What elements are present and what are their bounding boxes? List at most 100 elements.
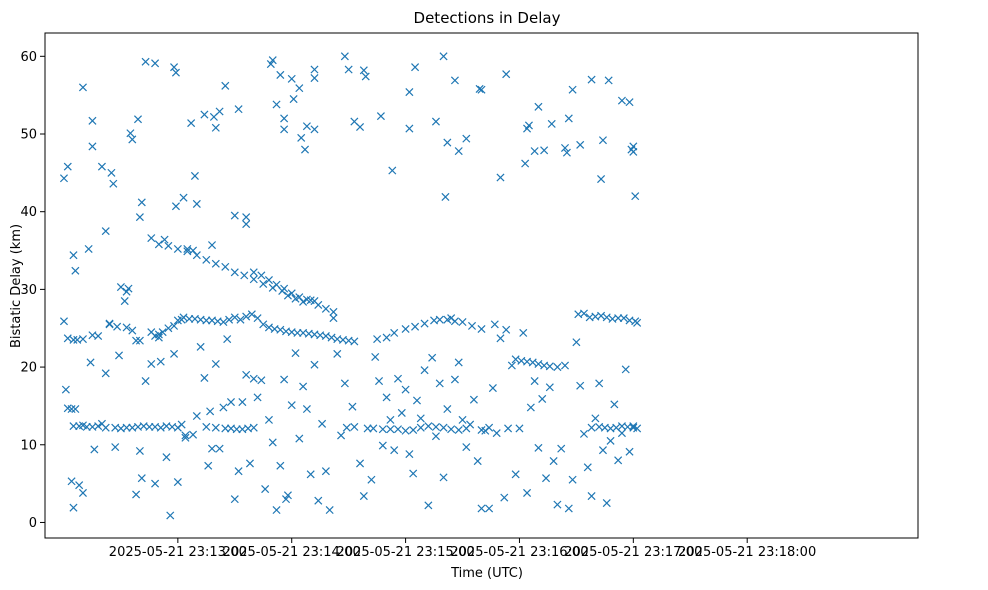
data-point-marker	[361, 72, 370, 81]
data-point-marker	[287, 289, 296, 298]
data-point-marker	[192, 251, 201, 260]
data-point-marker	[69, 503, 78, 512]
data-point-marker	[206, 407, 215, 416]
data-point-marker	[431, 422, 440, 431]
data-point-marker	[557, 444, 566, 453]
data-point-marker	[496, 334, 505, 343]
data-point-marker	[154, 240, 163, 249]
data-point-marker	[390, 328, 399, 337]
data-point-marker	[281, 495, 291, 504]
data-point-marker	[511, 470, 520, 479]
y-tick-label: 20	[20, 361, 37, 376]
data-point-marker	[63, 162, 72, 171]
data-point-marker	[122, 423, 131, 432]
data-point-marker	[617, 429, 626, 438]
data-point-marker	[363, 424, 372, 433]
data-point-marker	[306, 470, 315, 479]
data-point-marker	[359, 492, 368, 501]
data-point-marker	[321, 467, 330, 476]
data-point-marker	[67, 477, 76, 486]
data-point-marker	[287, 74, 296, 83]
data-point-marker	[179, 193, 188, 202]
data-point-marker	[299, 297, 308, 306]
data-point-marker	[614, 456, 623, 465]
data-point-marker	[342, 423, 351, 432]
data-point-marker	[412, 396, 421, 405]
data-point-marker	[450, 375, 459, 384]
data-point-marker	[617, 96, 626, 105]
data-point-marker	[59, 174, 69, 183]
data-point-marker	[382, 393, 391, 402]
data-point-marker	[411, 322, 420, 331]
data-point-marker	[202, 316, 211, 325]
data-point-marker	[378, 441, 387, 450]
data-point-marker	[183, 247, 192, 256]
data-point-marker	[221, 81, 230, 90]
data-point-marker	[530, 147, 539, 156]
data-point-marker	[156, 357, 165, 366]
data-point-marker	[604, 76, 613, 85]
data-point-marker	[435, 315, 444, 324]
data-point-marker	[207, 444, 217, 453]
data-point-marker	[264, 415, 273, 424]
data-point-marker	[190, 171, 199, 180]
data-point-marker	[196, 342, 205, 351]
x-tick-label: 2025-05-21 23:13:00	[109, 545, 247, 560]
data-point-marker	[504, 424, 513, 433]
data-point-marker	[94, 422, 103, 431]
data-point-marker	[534, 359, 543, 368]
data-point-marker	[597, 175, 606, 184]
data-point-marker	[597, 311, 606, 320]
data-point-marker	[283, 291, 292, 300]
data-point-marker	[401, 426, 410, 435]
data-point-marker	[171, 202, 180, 211]
data-point-marker	[215, 444, 224, 453]
data-point-marker	[405, 124, 414, 133]
data-point-marker	[564, 114, 573, 123]
data-point-marker	[619, 314, 628, 323]
data-point-marker	[268, 438, 277, 447]
data-point-marker	[568, 475, 577, 484]
data-point-marker	[187, 119, 196, 128]
data-point-marker	[614, 314, 623, 323]
data-point-marker	[124, 284, 133, 293]
data-point-marker	[302, 405, 311, 414]
data-point-marker	[192, 199, 201, 208]
data-point-marker	[625, 98, 634, 107]
data-point-marker	[545, 383, 554, 392]
data-point-marker	[631, 192, 640, 201]
data-point-marker	[568, 85, 577, 94]
data-point-marker	[264, 276, 273, 285]
data-point-marker	[553, 500, 562, 509]
data-point-marker	[259, 279, 268, 288]
data-point-marker	[173, 244, 182, 254]
data-point-marker	[610, 400, 619, 409]
data-point-marker	[283, 491, 292, 500]
data-point-marker	[181, 433, 190, 442]
data-point-marker	[629, 422, 638, 431]
data-point-marker	[177, 420, 186, 429]
data-point-marker	[553, 363, 562, 372]
data-point-marker	[97, 419, 106, 428]
data-point-marker	[299, 382, 308, 391]
data-point-marker	[507, 361, 516, 370]
data-point-marker	[69, 422, 78, 431]
data-point-marker	[225, 315, 234, 324]
data-point-marker	[378, 425, 387, 434]
data-point-marker	[443, 138, 452, 147]
data-point-marker	[242, 312, 251, 321]
data-point-marker	[101, 227, 110, 236]
data-point-marker	[524, 121, 533, 130]
data-point-marker	[232, 425, 241, 434]
y-tick-label: 40	[20, 205, 37, 220]
data-point-marker	[170, 349, 179, 358]
data-point-marker	[397, 408, 406, 417]
data-point-marker	[411, 63, 420, 72]
data-point-marker	[280, 375, 289, 384]
data-point-marker	[329, 307, 338, 316]
data-point-marker	[211, 123, 220, 132]
data-point-marker	[515, 424, 524, 433]
data-point-marker	[485, 504, 494, 513]
data-point-marker	[545, 362, 554, 371]
